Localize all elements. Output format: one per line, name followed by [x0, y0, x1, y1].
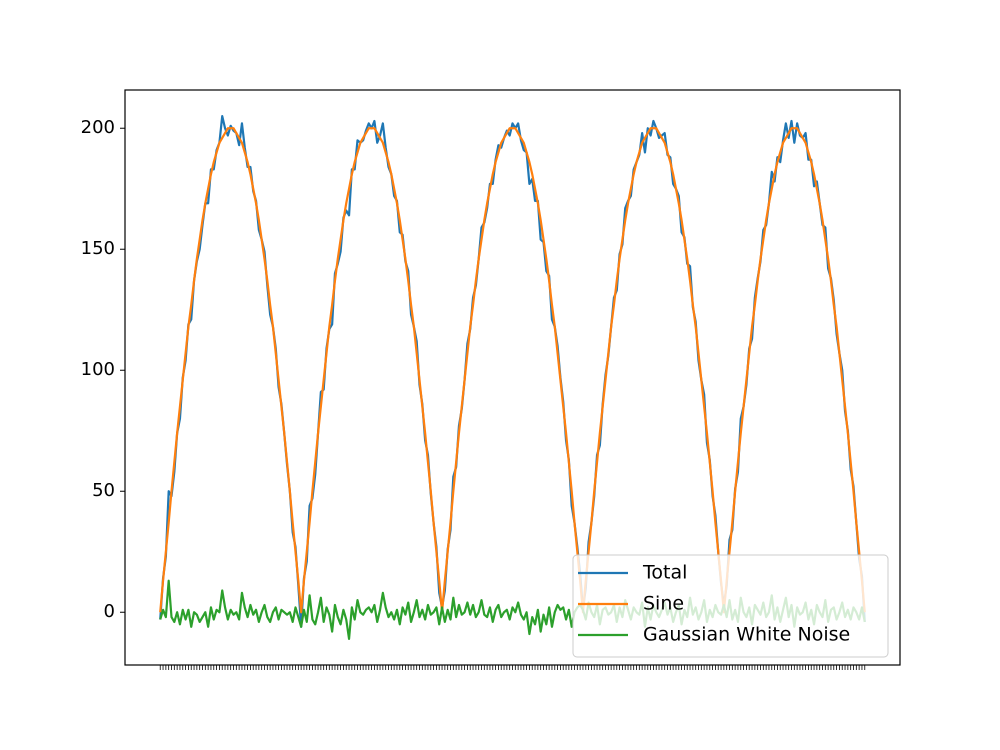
legend-label: Gaussian White Noise	[643, 624, 850, 646]
series-line	[159, 115, 866, 628]
legend-label: Sine	[643, 593, 684, 615]
y-tick-label: 50	[92, 480, 115, 501]
legend-box	[572, 554, 889, 658]
y-tick-label: 0	[104, 601, 115, 622]
plot-frame	[124, 89, 901, 666]
y-tick-label: 150	[81, 238, 115, 259]
y-tick-label: 200	[81, 117, 115, 138]
y-tick-label: 100	[81, 359, 115, 380]
legend-label: Total	[642, 562, 687, 584]
legend: Total Sine Gaussian White Noise	[572, 554, 889, 658]
series-line	[159, 127, 866, 614]
